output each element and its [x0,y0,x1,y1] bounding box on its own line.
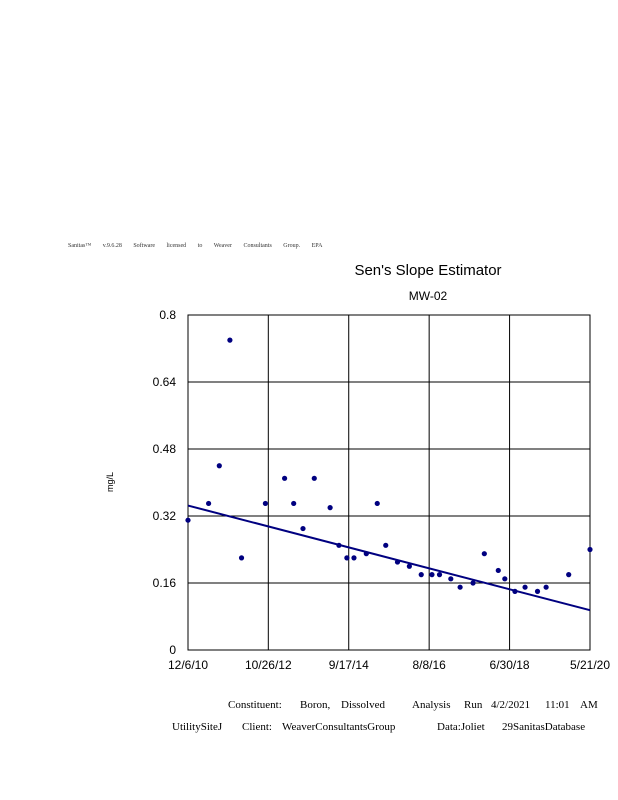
client-value: WeaverConsultantsGroup [282,721,396,733]
y-tick-label: 0.16 [153,576,177,590]
x-tick-label: 9/17/14 [329,658,369,672]
analysis-label-2: Run [464,699,483,711]
database-name: 29SanitasDatabase [502,721,586,733]
data-point [522,584,528,590]
x-tick-label: 10/26/12 [245,658,292,672]
data-point [481,551,487,557]
data-point [470,580,476,586]
data-point [351,555,357,561]
constituent-value-2: Dissolved [341,699,385,711]
data-point [543,584,549,590]
data-point [363,551,369,557]
data-point [300,525,306,532]
data-point [311,475,317,481]
data-point [374,500,380,507]
data-point [238,555,245,561]
x-tick-label: 12/6/10 [168,658,208,672]
constituent-value-1: Boron, [300,699,331,711]
chart-title: Sen's Slope Estimator [354,262,502,279]
data-point [327,505,333,511]
run-ampm: AM [580,699,598,711]
y-tick-label: 0 [169,643,176,657]
data-point [418,572,424,578]
data-point [436,572,443,578]
y-tick-label: 0.64 [153,375,177,389]
banner-word: Weaver [213,243,232,249]
y-tick-label: 0.48 [153,442,177,456]
data-point [216,463,222,469]
data-point [282,475,288,481]
data-point [429,572,435,578]
banner-word: to [197,243,203,249]
data-point [502,576,508,582]
data-label: Data:Joliet [437,721,485,733]
run-date: 4/2/2021 [491,699,531,711]
banner-word: Group. [283,243,301,249]
sens-slope-trend-line [187,504,591,612]
data-point [344,555,350,561]
data-point [227,337,233,343]
data-point [566,572,572,578]
client-label: Client: [242,721,272,733]
y-axis-label: mg/L [105,472,115,492]
data-point [394,559,401,565]
site-name: UtilitySiteJ [172,721,223,733]
banner-word: Software [133,243,156,249]
data-point [457,584,463,590]
banner-word: licensed [166,243,187,249]
y-tick-label: 0.32 [153,509,177,523]
data-point [534,588,541,594]
y-tick-label: 0.8 [159,308,176,322]
data-point [495,567,501,574]
data-point [383,542,389,548]
banner-word: Sanitas™ [68,243,92,249]
constituent-label: Constituent: [228,699,282,711]
data-point [262,500,268,507]
data-point [406,563,412,569]
banner-word: Consultants [243,243,272,249]
footer-line-1: Constituent: Boron, Dissolved Analysis R… [0,699,618,713]
data-point [587,546,593,553]
x-tick-label: 8/8/16 [412,658,446,672]
x-tick-label: 6/30/18 [490,658,530,672]
x-tick-label: 5/21/20 [570,658,610,672]
software-license-banner: Sanitas™ v.9.6.28 Software licensed to W… [68,243,322,249]
data-point [185,517,191,523]
data-point [448,576,454,582]
analysis-label-1: Analysis [412,699,451,711]
chart-subtitle: MW-02 [408,289,448,303]
plot-frame [187,314,591,651]
data-point [336,542,342,548]
run-time: 11:01 [545,699,570,711]
data-point [206,500,212,507]
banner-word: v.9.6.28 [102,243,122,249]
banner-word: EPA [311,243,323,249]
data-point [512,588,518,594]
data-point [291,500,297,507]
footer-line-2: UtilitySiteJ Client: WeaverConsultantsGr… [0,721,618,735]
